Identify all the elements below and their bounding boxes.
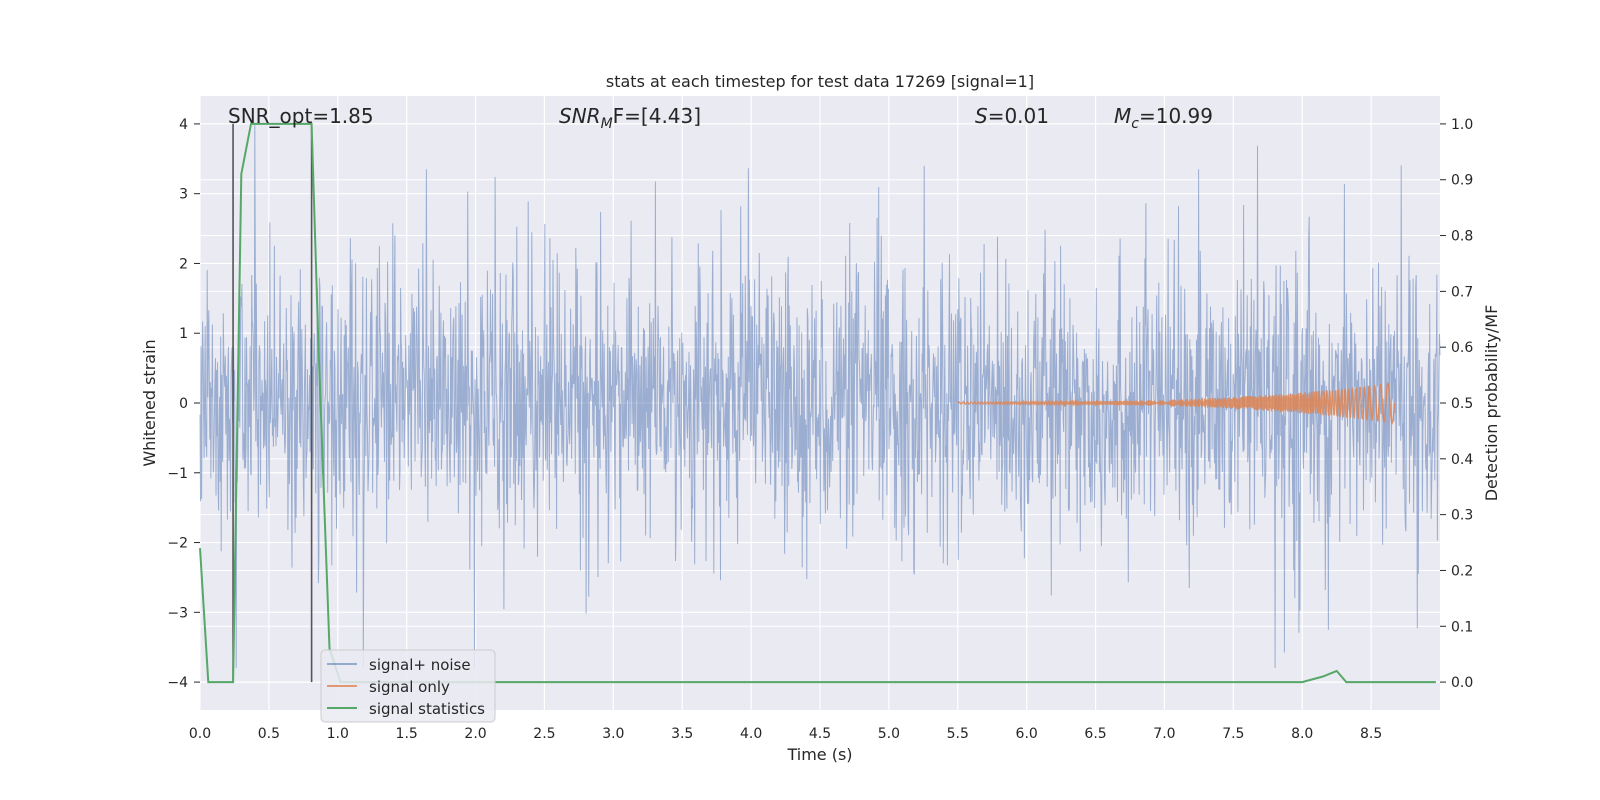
signal-noise-series [199,123,1441,669]
snr-mf-rest: F=[4.43] [613,104,701,128]
annotation-s: S=0.01 [975,104,1049,128]
mc-value: =10.99 [1139,104,1213,128]
legend-box [320,649,496,723]
vertical-lines [232,123,313,683]
x-tick-label-0: 0.0 [189,726,211,742]
x-tick-label-3: 1.5 [396,726,418,742]
s-value: =0.01 [988,104,1049,128]
x-tick-label-6: 3.0 [602,726,624,742]
y2-tick-label-5: 0.5 [1451,396,1473,412]
annotation-snr-opt: SNR_opt=1.85 [228,104,374,128]
signal-only-line [957,381,1396,426]
y-tick-label-0: 4 [179,117,188,133]
y-tick-label-8: −4 [167,675,188,691]
x-tick-labels: 0.0 0.5 1.0 1.5 2.0 2.5 3.0 3.5 4.0 4.5 5.0 5.5 6.0 6… [189,726,1382,742]
x-tick-label-1: 0.5 [258,726,280,742]
y-tick-label-3: 1 [179,326,188,342]
y2-tick-label-2: 0.8 [1451,229,1473,245]
x-tick-label-8: 4.0 [740,726,762,742]
legend-label-stats: signal statistics [369,700,485,718]
x-tick-label-13: 6.5 [1084,726,1106,742]
y-axis-label: Whitened strain [140,339,159,466]
y2-tick-label-6: 0.4 [1451,452,1473,468]
y2-tick-label-8: 0.2 [1451,563,1473,579]
x-tick-label-7: 3.5 [671,726,693,742]
y2-tick-labels: 1.0 0.9 0.8 0.7 0.6 0.5 0.4 0.3 0.2 0.1 0.0 [1440,117,1473,691]
y2-tick-label-10: 0.0 [1451,675,1473,691]
x-tick-label-2: 1.0 [327,726,349,742]
signal-only-series [957,381,1396,426]
y-tick-label-6: −2 [167,536,188,552]
x-tick-label-16: 8.0 [1291,726,1313,742]
x-tick-label-12: 6.0 [1016,726,1038,742]
x-tick-label-4: 2.0 [464,726,486,742]
x-tick-label-5: 2.5 [533,726,555,742]
snr-mf-main: SNR [559,104,601,128]
x-tick-label-14: 7.0 [1153,726,1175,742]
annotation-snr-mf: SNRMF=[4.43] [559,104,701,132]
mc-main: M [1114,104,1131,128]
legend-label-noise: signal+ noise [369,656,471,674]
legend-label-signal: signal only [369,678,450,696]
y-tick-labels: 4 3 2 1 0 −1 −2 −3 −4 [167,117,200,691]
legend: signal+ noise signal only signal statist… [320,649,496,723]
y2-tick-label-7: 0.3 [1451,508,1473,524]
x-tick-label-11: 5.5 [947,726,969,742]
y-tick-label-2: 2 [179,256,188,272]
snr-mf-sub: M [601,116,613,132]
x-tick-label-17: 8.5 [1360,726,1382,742]
mc-sub: c [1131,116,1139,132]
signal-statistics-series [199,122,1436,684]
x-tick-label-10: 5.0 [878,726,900,742]
annotation-mc: Mc=10.99 [1114,104,1213,132]
chart-title: stats at each timestep for test data 172… [606,72,1034,91]
y2-tick-label-1: 0.9 [1451,173,1473,189]
y-tick-label-5: −1 [167,466,188,482]
x-tick-label-15: 7.5 [1222,726,1244,742]
y2-tick-label-9: 0.1 [1451,619,1473,635]
y2-tick-label-4: 0.6 [1451,340,1473,356]
x-tick-label-9: 4.5 [809,726,831,742]
y-tick-label-7: −3 [167,605,188,621]
y2-tick-label-0: 1.0 [1451,117,1473,133]
y2-tick-label-3: 0.7 [1451,284,1473,300]
y2-axis-label: Detection probability/MF [1482,305,1501,502]
s-label: S [975,104,988,128]
y-tick-label-1: 3 [179,187,188,203]
signal-statistics-line [199,122,1436,684]
signal-noise-line [199,123,1441,669]
y-tick-label-4: 0 [179,396,188,412]
x-axis-label: Time (s) [786,745,852,764]
